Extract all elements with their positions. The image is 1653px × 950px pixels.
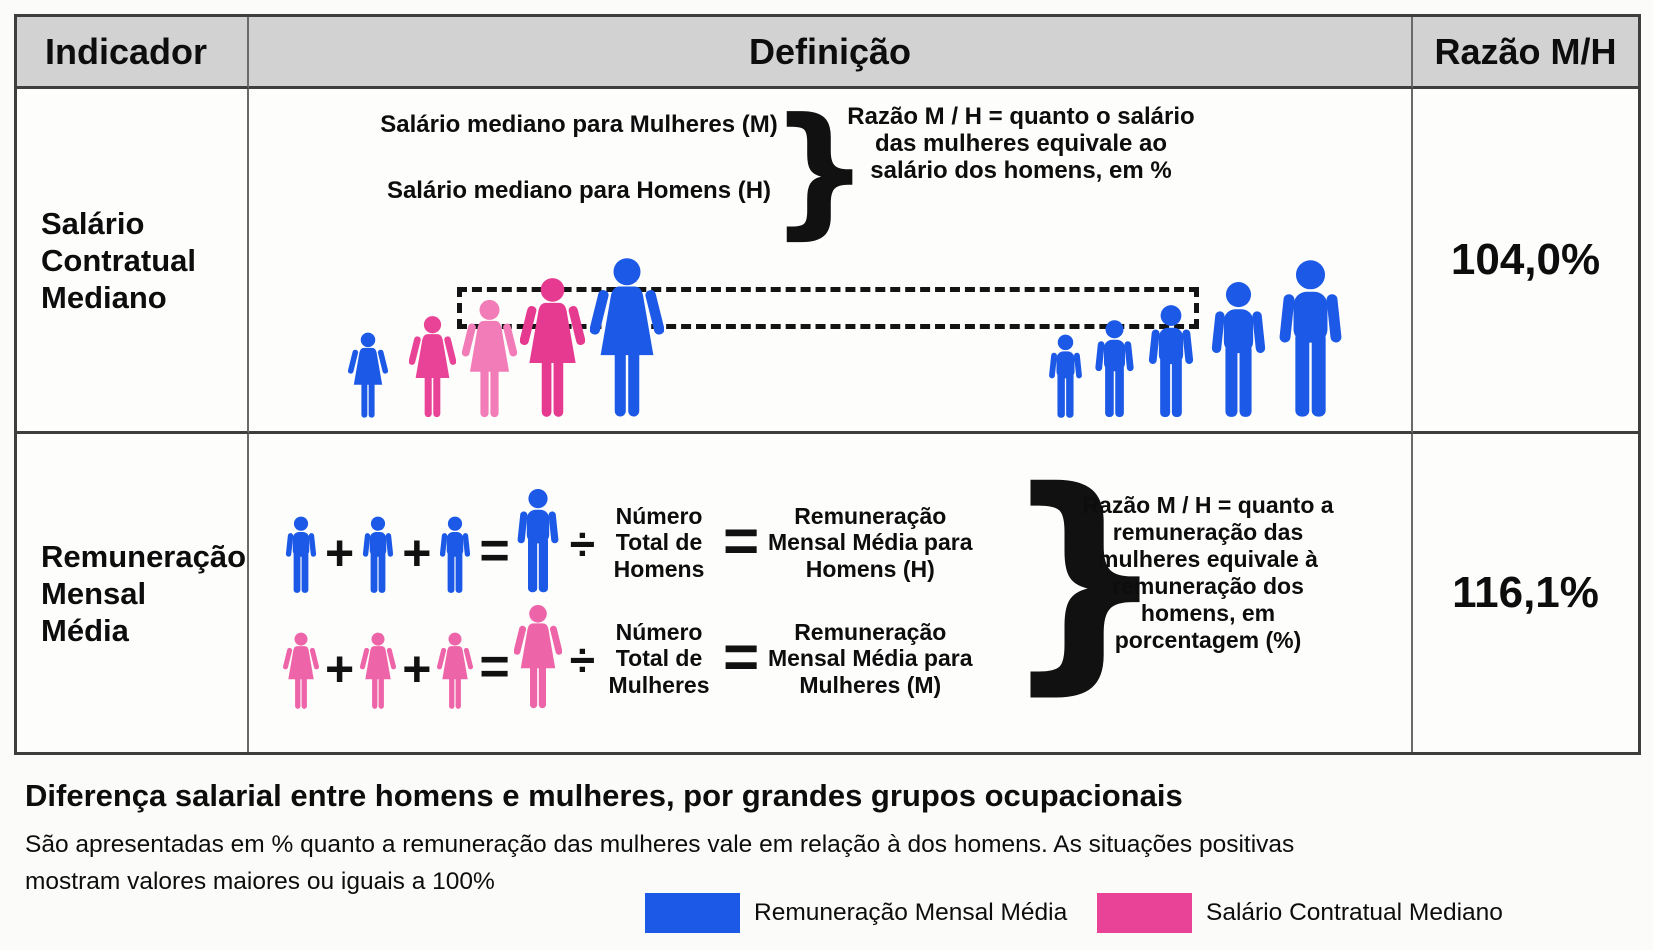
men-average-result-label: Remuneração Mensal Média para Homens (H) <box>767 502 973 582</box>
chart-subtitle-line1: São apresentadas em % quanto a remuneraç… <box>25 831 1295 858</box>
legend-label: Remuneração Mensal Média <box>754 899 1068 926</box>
female-figure-icon <box>283 632 319 710</box>
median-men-text: Salário mediano para Homens (H) <box>386 177 772 204</box>
chart-title: Diferença salarial entre homens e mulher… <box>25 778 1183 813</box>
male-figure-icon <box>1207 281 1270 419</box>
female-figure-icon <box>348 332 388 419</box>
pink-legend-swatch <box>1097 893 1192 933</box>
row1-ratio-cell: 104,0% <box>1413 89 1638 434</box>
equals-sign: = <box>723 507 759 576</box>
men-total-label: Número Total de Homens <box>613 502 705 582</box>
male-figure-icon <box>1046 334 1085 419</box>
row1-indicator-label: Salário Contratual Mediano <box>41 205 196 315</box>
women-average-equation: + + = ÷ Número Total de Mulheres = Remun… <box>283 602 976 710</box>
row2-indicator-label: Remuneração Mensal Média <box>41 538 247 648</box>
row2-ratio-value: 116,1% <box>1452 568 1599 617</box>
male-figure-icon <box>1274 259 1347 419</box>
row1-indicator-cell: Salário Contratual Mediano <box>17 89 249 434</box>
equals-sign: = <box>479 638 509 696</box>
row2-definition-cell: + + = ÷ Número Total de Homens = Remuner… <box>249 434 1413 752</box>
row1-ratio-value: 104,0% <box>1450 235 1601 284</box>
median-comparison-dashed-box <box>457 287 1199 329</box>
plus-sign: + <box>402 641 432 697</box>
equals-sign: = <box>723 623 759 692</box>
row2-indicator-cell: Remuneração Mensal Média <box>17 434 249 752</box>
row1-definition-cell: Salário mediano para Mulheres (M) Salári… <box>249 89 1413 434</box>
female-figure-icon <box>360 632 396 710</box>
female-figure-icon <box>590 257 664 419</box>
female-figure-icon <box>437 632 473 710</box>
male-figure-icon <box>360 516 396 594</box>
women-total-label: Número Total de Mulheres <box>608 618 710 698</box>
male-figure-icon <box>1092 319 1137 419</box>
legend-item-remuneracao: Remuneração Mensal Média <box>645 893 1067 933</box>
blue-legend-swatch <box>645 893 740 933</box>
header-razao-label: Razão M/H <box>1434 30 1617 72</box>
male-figure-icon <box>283 516 319 594</box>
female-figure-icon <box>514 604 562 710</box>
male-figure-icon <box>1145 304 1197 419</box>
male-figure-icon <box>437 516 473 594</box>
women-average-result-label: Remuneração Mensal Média para Mulheres (… <box>767 618 973 698</box>
pictogram-strip <box>249 241 1413 427</box>
female-figure-icon <box>520 277 585 419</box>
row1-ratio-explanation: Razão M / H = quanto o salário das mulhe… <box>847 103 1195 184</box>
curly-brace-icon: } <box>1001 440 1170 715</box>
legend-item-salario: Salário Contratual Mediano <box>1097 893 1503 933</box>
row2-ratio-cell: 116,1% <box>1413 434 1638 752</box>
male-figure-icon <box>514 488 562 594</box>
header-cell-indicador: Indicador <box>17 17 249 89</box>
header-cell-definicao: Definição <box>249 17 1413 89</box>
curly-brace-icon: } <box>769 88 871 253</box>
header-cell-razao: Razão M/H <box>1413 17 1638 89</box>
plus-sign: + <box>325 525 355 581</box>
header-definicao-label: Definição <box>748 30 912 72</box>
chart-subtitle-line2: mostram valores maiores ou iguais a 100% <box>25 868 495 895</box>
median-women-text: Salário mediano para Mulheres (M) <box>380 111 778 138</box>
plus-sign: + <box>325 641 355 697</box>
plus-sign: + <box>402 525 432 581</box>
header-indicador-label: Indicador <box>45 30 208 72</box>
division-sign: ÷ <box>569 634 596 686</box>
equals-sign: = <box>479 522 509 580</box>
legend-label: Salário Contratual Mediano <box>1206 899 1503 926</box>
female-figure-icon <box>462 299 517 419</box>
division-sign: ÷ <box>569 518 596 570</box>
row2-ratio-explanation: Razão M / H = quanto a remuneração das m… <box>1082 492 1334 653</box>
female-figure-icon <box>409 315 456 419</box>
indicator-definition-table: Indicador Definição Razão M/H Salário Co… <box>14 14 1641 755</box>
men-average-equation: + + = ÷ Número Total de Homens = Remuner… <box>283 486 976 594</box>
